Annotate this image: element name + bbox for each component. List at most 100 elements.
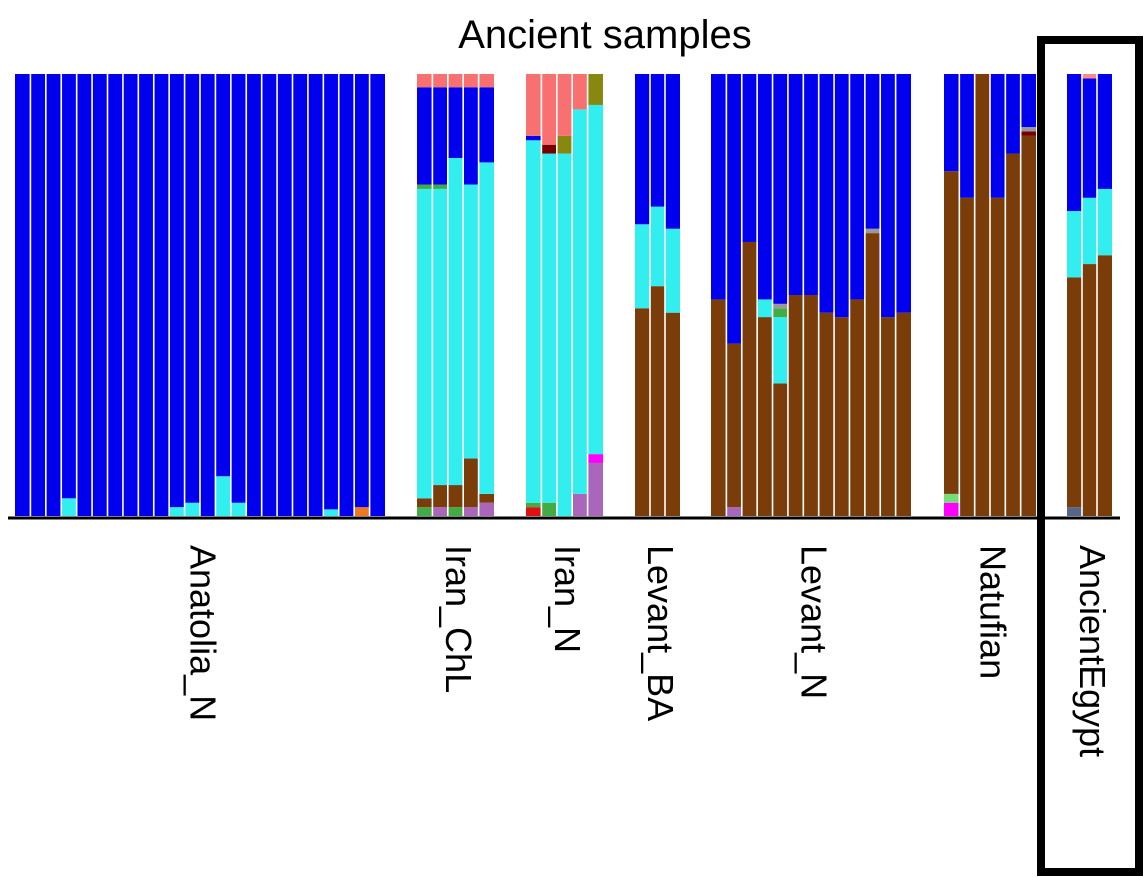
group-label: Levant_BA <box>640 545 681 721</box>
bar-segment-brown <box>880 317 896 516</box>
bar-segment-brown <box>834 317 850 516</box>
bar-segment-blue <box>138 74 154 516</box>
bar-segment-blue <box>1097 74 1112 189</box>
bar-segment-purple <box>587 462 603 516</box>
bar-segment-blue <box>277 74 293 516</box>
group-iran-chl <box>417 74 494 516</box>
bar-segment-cyan <box>650 206 665 287</box>
bar-segment-cyan <box>447 157 464 486</box>
bar-segment-brown <box>417 498 433 508</box>
group-labels: Anatolia_N Iran_ChL Iran_N Levant_BA Levant_… <box>182 545 1113 757</box>
bar-segment-cyan <box>541 153 557 503</box>
bar-segment-blue <box>1005 74 1021 154</box>
bar-segment-brown <box>772 383 788 516</box>
group-label: Levant_N <box>793 545 834 699</box>
bar-segment-brown <box>818 312 835 516</box>
bar-segment-cyan <box>526 140 542 503</box>
bar-segment-brown <box>1005 153 1021 516</box>
bar-segment-cyan <box>230 502 247 516</box>
bar-segment-blue <box>665 74 680 229</box>
bar-segment-blue <box>741 74 758 242</box>
bar-segment-cyan <box>1082 197 1097 265</box>
bar-segment-cyan <box>61 498 77 516</box>
bar-segment-blue <box>261 74 278 516</box>
bar-segment-blue <box>1082 78 1097 198</box>
bar-segment-brown <box>665 312 680 516</box>
group-label: AncientEgypt <box>1072 545 1113 757</box>
bar-segment-blue <box>635 74 650 225</box>
bar-segment-blue <box>369 74 385 516</box>
bar-segment-cyan <box>587 104 603 455</box>
bar-segment-blue <box>246 74 262 516</box>
bar-segment-blue <box>1020 74 1036 128</box>
bar-segment-magenta <box>944 502 960 516</box>
bar-segment-blue <box>787 74 804 295</box>
group-ancientegypt <box>1067 74 1112 516</box>
bar-segment-brown <box>864 233 881 516</box>
bar-segment-green <box>541 502 557 516</box>
bar-segment-brown <box>635 308 650 516</box>
bar-segment-salmon <box>432 74 448 88</box>
bar-segment-cyan <box>635 224 650 309</box>
bar-segment-brown <box>757 317 773 516</box>
bar-segment-salmon <box>526 74 542 136</box>
bar-segment-blue <box>478 87 494 163</box>
bar-segment-blue <box>30 74 46 516</box>
bar-segment-green <box>432 184 448 189</box>
bar-segment-brown <box>1097 255 1112 516</box>
bar-segment-blue <box>944 74 960 172</box>
group-label: Iran_N <box>547 545 588 653</box>
bar-segment-blue <box>1067 74 1082 212</box>
bar-segment-salmon <box>478 74 494 88</box>
bar-segment-red <box>526 507 542 516</box>
bar-segment-blue <box>650 74 665 207</box>
group-label: Iran_ChL <box>438 545 479 693</box>
bar-segment-blue <box>895 74 911 313</box>
bar-segment-salmon <box>556 74 573 136</box>
bar-segment-blue <box>803 74 819 295</box>
bar-segment-blue <box>818 74 835 313</box>
bar-segment-blue <box>215 74 231 477</box>
bar-segment-brown <box>447 485 464 508</box>
bar-segment-purple <box>726 507 742 516</box>
bar-segment-blue <box>757 74 773 300</box>
bar-segment-blue <box>711 74 727 300</box>
bar-segment-lightgreen <box>944 493 960 503</box>
bar-segment-cyan <box>463 184 479 459</box>
group-anatolia-n <box>15 74 385 516</box>
group-levant-ba <box>635 74 680 516</box>
bar-segment-salmon <box>417 74 433 88</box>
bar-segment-brown <box>432 485 448 508</box>
bar-segment-brown <box>959 197 975 516</box>
bar-segment-cyan <box>572 109 588 494</box>
bar-segment-purple <box>432 507 448 516</box>
bar-segment-cyan <box>432 188 448 486</box>
bar-segment-brown <box>895 312 911 516</box>
bar-segment-blue <box>92 74 108 516</box>
bar-segment-blue <box>880 74 896 318</box>
bar-segment-brown <box>990 197 1006 516</box>
bar-segment-green <box>447 507 464 516</box>
bar-segment-magenta <box>587 454 603 463</box>
bar-segment-olive <box>556 135 573 154</box>
bar-segment-blue <box>864 74 881 229</box>
group-label: Natufian <box>972 545 1013 679</box>
bar-segment-salmon <box>541 74 557 145</box>
bar-segment-blue <box>526 135 542 141</box>
bar-segment-brown <box>1020 135 1036 516</box>
bar-segment-grey <box>772 303 788 309</box>
bar-segment-slate <box>1067 507 1082 516</box>
bar-segment-blue <box>307 74 324 516</box>
bar-segment-brown <box>787 295 804 516</box>
bar-segment-green <box>417 184 433 189</box>
bar-segment-brown <box>463 458 479 508</box>
bar-segment-cyan <box>215 476 231 516</box>
bar-segment-blue <box>447 87 464 158</box>
bar-segment-cyan <box>169 507 185 516</box>
bar-segment-brown <box>974 74 990 516</box>
bar-segment-green <box>772 308 788 318</box>
bar-segment-darkred <box>541 144 557 154</box>
bar-segment-blue <box>959 74 975 198</box>
bar-segment-cyan <box>417 188 433 499</box>
